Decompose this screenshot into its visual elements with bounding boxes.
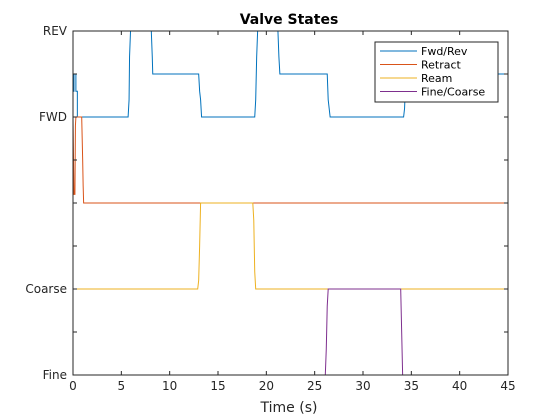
legend-entry: Fwd/Rev — [421, 45, 468, 58]
legend-entry: Fine/Coarse — [421, 86, 485, 99]
series-line-ream — [73, 202, 508, 290]
x-tick-label: 45 — [500, 379, 515, 393]
x-tick-label: 0 — [69, 379, 77, 393]
y-tick-label: Fine — [43, 368, 67, 382]
series-line-retract — [72, 116, 508, 204]
y-tick-label: Coarse — [25, 282, 67, 296]
chart-title: Valve States — [240, 12, 339, 28]
series-line-fine-coarse — [73, 288, 508, 376]
legend-entry: Ream — [421, 72, 452, 85]
ticks-layer: 0 5 10 15 20 25 30 35 40 45 Fine Coarse FWD REV — [25, 24, 515, 393]
x-tick-label: 30 — [355, 379, 370, 393]
x-tick-label: 10 — [162, 379, 177, 393]
x-tick-label: 20 — [259, 379, 274, 393]
y-tick-label: REV — [43, 24, 68, 38]
legend-entry: Retract — [421, 59, 462, 72]
x-tick-label: 15 — [210, 379, 225, 393]
x-tick-label: 25 — [307, 379, 322, 393]
x-tick-label: 5 — [118, 379, 126, 393]
series-layer — [72, 30, 508, 376]
x-axis-label: Time (s) — [260, 400, 318, 416]
y-tick-label: FWD — [39, 110, 67, 124]
x-tick-label: 35 — [404, 379, 419, 393]
x-tick-label: 40 — [452, 379, 467, 393]
series-line-fwd-rev — [73, 30, 508, 118]
